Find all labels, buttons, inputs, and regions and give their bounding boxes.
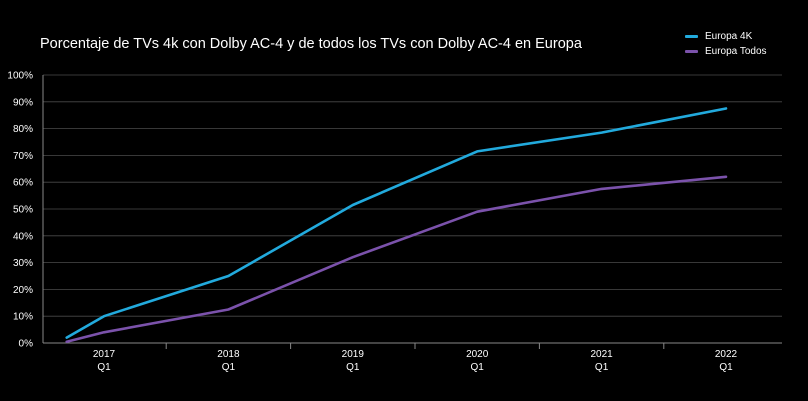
series-line-europa-todos [65,175,728,344]
y-tick-label-10: 100% [7,71,33,82]
y-tick-label-8: 80% [13,124,33,135]
y-tick-label-7: 70% [13,151,33,162]
x-tick-label-year-2: 2019 [342,349,365,360]
y-tick-label-9: 90% [13,97,33,108]
x-tick-label-quarter-1: Q1 [222,362,236,373]
legend-item-europa-4k: Europa 4K [685,29,767,44]
chart-title: Porcentaje de TVs 4k con Dolby AC-4 y de… [40,36,582,52]
y-tick-label-4: 40% [13,231,33,242]
x-tick-label-quarter-3: Q1 [471,362,485,373]
legend: Europa 4K Europa Todos [685,29,767,59]
y-tick-label-5: 50% [13,205,33,216]
x-tick-label-quarter-5: Q1 [719,362,733,373]
x-tick-label-year-3: 2020 [466,349,489,360]
x-tick-label-year-5: 2022 [715,349,738,360]
legend-label-europa-4k: Europa 4K [705,31,753,42]
series-line-europa-4k [65,107,728,339]
legend-label-europa-todos: Europa Todos [705,46,767,57]
legend-item-europa-todos: Europa Todos [685,44,767,59]
x-tick-label-quarter-2: Q1 [346,362,360,373]
x-tick-label-quarter-0: Q1 [97,362,111,373]
x-tick-label-year-4: 2021 [590,349,613,360]
y-tick-label-0: 0% [19,339,34,350]
x-tick-label-quarter-4: Q1 [595,362,609,373]
x-tick-label-year-0: 2017 [93,349,116,360]
legend-swatch-europa-4k [685,35,698,38]
y-tick-label-3: 30% [13,258,33,269]
y-tick-label-1: 10% [13,312,33,323]
legend-swatch-europa-todos [685,50,698,53]
y-tick-label-6: 60% [13,178,33,189]
x-tick-label-year-1: 2018 [217,349,240,360]
y-tick-label-2: 20% [13,285,33,296]
